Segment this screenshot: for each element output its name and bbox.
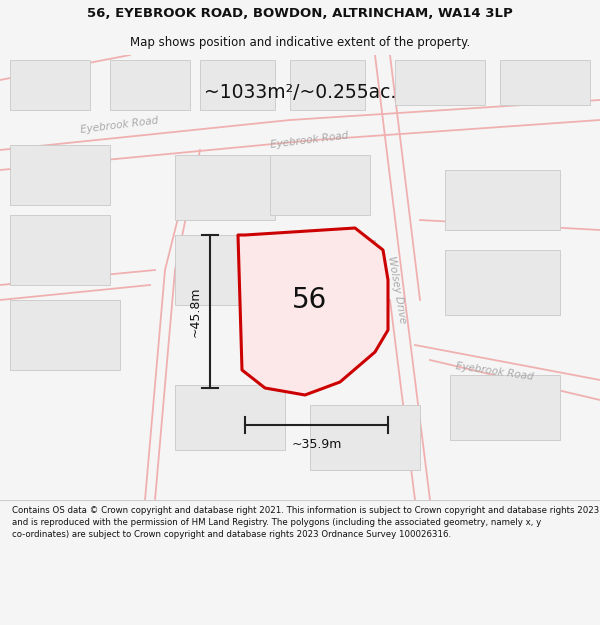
Bar bbox=[10, 300, 120, 370]
Bar bbox=[445, 170, 560, 230]
Bar bbox=[110, 60, 190, 110]
Bar bbox=[175, 155, 275, 220]
Text: 56, EYEBROOK ROAD, BOWDON, ALTRINCHAM, WA14 3LP: 56, EYEBROOK ROAD, BOWDON, ALTRINCHAM, W… bbox=[87, 8, 513, 20]
Bar bbox=[10, 60, 90, 110]
Bar bbox=[175, 385, 285, 450]
Text: 56: 56 bbox=[292, 286, 328, 314]
Bar bbox=[175, 235, 275, 305]
Text: ~1033m²/~0.255ac.: ~1033m²/~0.255ac. bbox=[204, 82, 396, 101]
Text: Contains OS data © Crown copyright and database right 2021. This information is : Contains OS data © Crown copyright and d… bbox=[12, 506, 599, 539]
Bar bbox=[310, 405, 420, 470]
Text: ~35.9m: ~35.9m bbox=[292, 439, 341, 451]
Polygon shape bbox=[238, 228, 388, 395]
Bar bbox=[10, 215, 110, 285]
Bar bbox=[270, 155, 370, 215]
Text: Eyebrook Road: Eyebrook Road bbox=[455, 362, 534, 382]
Bar bbox=[200, 60, 275, 110]
Text: Wolsey Drive: Wolsey Drive bbox=[386, 256, 408, 324]
Text: Eyebrook Road: Eyebrook Road bbox=[80, 115, 159, 135]
Bar bbox=[500, 60, 590, 105]
Text: Map shows position and indicative extent of the property.: Map shows position and indicative extent… bbox=[130, 36, 470, 49]
Text: ~45.8m: ~45.8m bbox=[188, 286, 202, 337]
Bar bbox=[450, 375, 560, 440]
Bar bbox=[445, 250, 560, 315]
Bar bbox=[285, 240, 375, 300]
Bar bbox=[395, 60, 485, 105]
Text: Eyebrook Road: Eyebrook Road bbox=[270, 130, 349, 150]
Bar bbox=[10, 145, 110, 205]
Bar bbox=[290, 60, 365, 110]
